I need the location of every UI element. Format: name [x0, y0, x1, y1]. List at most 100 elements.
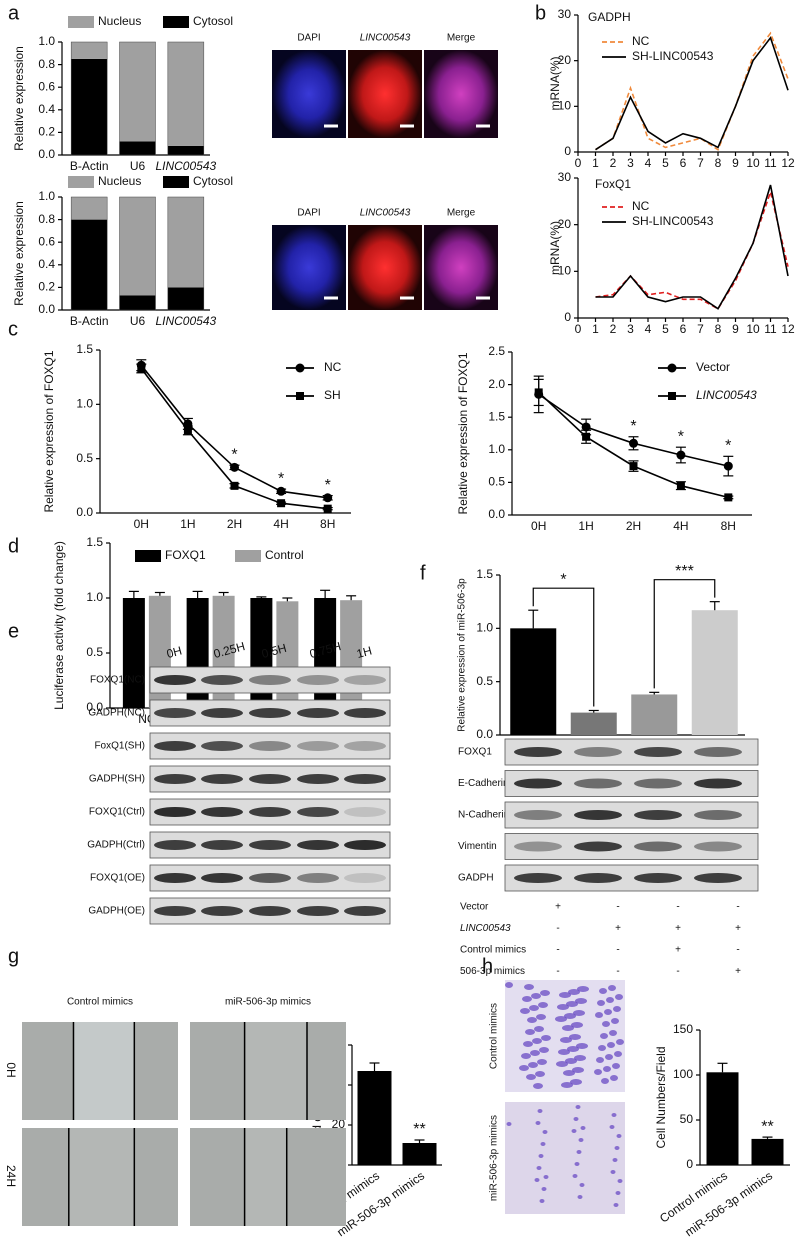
row-label: GADPH(OE) — [88, 906, 145, 917]
blot-band — [249, 873, 291, 883]
point — [183, 426, 192, 435]
treatment-sign: + — [675, 923, 681, 934]
cell — [616, 1134, 622, 1138]
cell — [606, 997, 614, 1003]
blot-band — [201, 807, 243, 817]
blot-band — [297, 741, 339, 751]
y-tick-label: 1.5 — [488, 409, 505, 423]
y-tick-label: 1.0 — [476, 621, 493, 635]
blot-band — [514, 841, 562, 852]
point — [323, 504, 332, 513]
point — [676, 481, 685, 490]
blot-band — [297, 708, 339, 718]
y-tick-label: 20 — [558, 53, 572, 67]
x-tick-label: B-Actin — [70, 314, 109, 328]
cell — [573, 1117, 579, 1121]
legend-label: Nucleus — [98, 174, 141, 188]
cell — [610, 1075, 618, 1081]
y-tick-label: 0.0 — [38, 302, 55, 316]
legend-swatch — [68, 16, 94, 28]
row-label: GADPH(SH) — [89, 774, 145, 785]
cell — [612, 1063, 620, 1069]
treatment-sign: - — [736, 902, 739, 913]
treatment-sign: - — [676, 966, 679, 977]
chart-title: FoxQ1 — [595, 177, 631, 191]
x-tick-label: 2H — [626, 519, 641, 533]
lane-label: 0H — [165, 643, 183, 660]
blot-band — [574, 841, 622, 852]
panel-label: e — [8, 620, 19, 642]
bar — [357, 1071, 392, 1165]
cell — [527, 1017, 537, 1023]
y-tick-label: 0.5 — [476, 674, 493, 688]
row-label: FOXQ1(Ctrl) — [89, 807, 145, 818]
lane-label: 0.5H — [260, 641, 288, 661]
significance-label: ** — [761, 1118, 773, 1135]
cell — [602, 1021, 610, 1027]
bar — [706, 1072, 739, 1165]
cell — [577, 986, 589, 992]
y-tick-label: 0 — [564, 310, 571, 324]
blot-band — [634, 747, 682, 757]
cell — [604, 1009, 612, 1015]
row-label: GADPH(Ctrl) — [87, 840, 145, 851]
x-tick-label: LINC00543 — [155, 314, 216, 328]
lane-label: 1H — [355, 643, 373, 660]
bar — [751, 1138, 784, 1165]
significance-label: *** — [675, 563, 694, 580]
significance-label: * — [278, 470, 284, 487]
cell — [562, 1025, 574, 1031]
legend-label: SH-LINC00543 — [632, 214, 714, 228]
x-tick-label: 12 — [781, 156, 795, 170]
y-tick-label: 0.0 — [476, 727, 493, 741]
point — [137, 364, 146, 373]
cell — [528, 1062, 538, 1068]
x-tick-label: 11 — [764, 322, 777, 336]
point — [295, 363, 305, 373]
significance-bracket — [532, 587, 595, 707]
cell — [572, 1174, 578, 1178]
bar-outline — [70, 41, 108, 156]
cell — [534, 1178, 540, 1182]
y-tick-label: 1.0 — [86, 590, 103, 604]
x-tick-label: 9 — [732, 322, 739, 336]
legend-swatch — [163, 176, 189, 188]
treatment-sign: + — [555, 902, 561, 913]
micrograph — [348, 50, 422, 138]
blot-band — [201, 675, 243, 685]
bar-segment — [119, 141, 156, 155]
panel-label: g — [8, 945, 19, 967]
point — [323, 493, 333, 503]
row-label: Vimentin — [458, 841, 497, 852]
point — [629, 438, 638, 448]
significance-label: ** — [413, 1121, 425, 1138]
y-tick-label: 100 — [673, 1067, 693, 1081]
line — [595, 36, 789, 151]
bar-outline — [119, 41, 156, 156]
cell — [608, 985, 616, 991]
blot-band — [154, 840, 196, 850]
blot-band — [514, 810, 562, 820]
cell — [538, 1154, 544, 1158]
cell — [555, 1016, 567, 1022]
significance-label: * — [630, 418, 636, 435]
blot-band — [574, 778, 622, 789]
blot-band — [694, 778, 742, 789]
y-tick-label: 0.5 — [76, 451, 93, 465]
row-label: N-Cadherin — [458, 810, 509, 821]
bar — [691, 610, 738, 735]
point — [676, 450, 686, 460]
cell — [530, 1050, 540, 1056]
legend-label: LINC00543 — [696, 388, 757, 402]
blot-band — [154, 741, 196, 751]
cell — [570, 1079, 582, 1085]
blot-band — [574, 873, 622, 883]
image-header: DAPI — [297, 33, 320, 44]
point — [668, 392, 676, 400]
treatment-label: LINC00543 — [460, 923, 511, 934]
treatment-sign: + — [735, 923, 741, 934]
bar — [631, 694, 678, 735]
bar — [510, 628, 557, 735]
cell — [542, 1130, 548, 1134]
cell — [577, 1195, 583, 1199]
